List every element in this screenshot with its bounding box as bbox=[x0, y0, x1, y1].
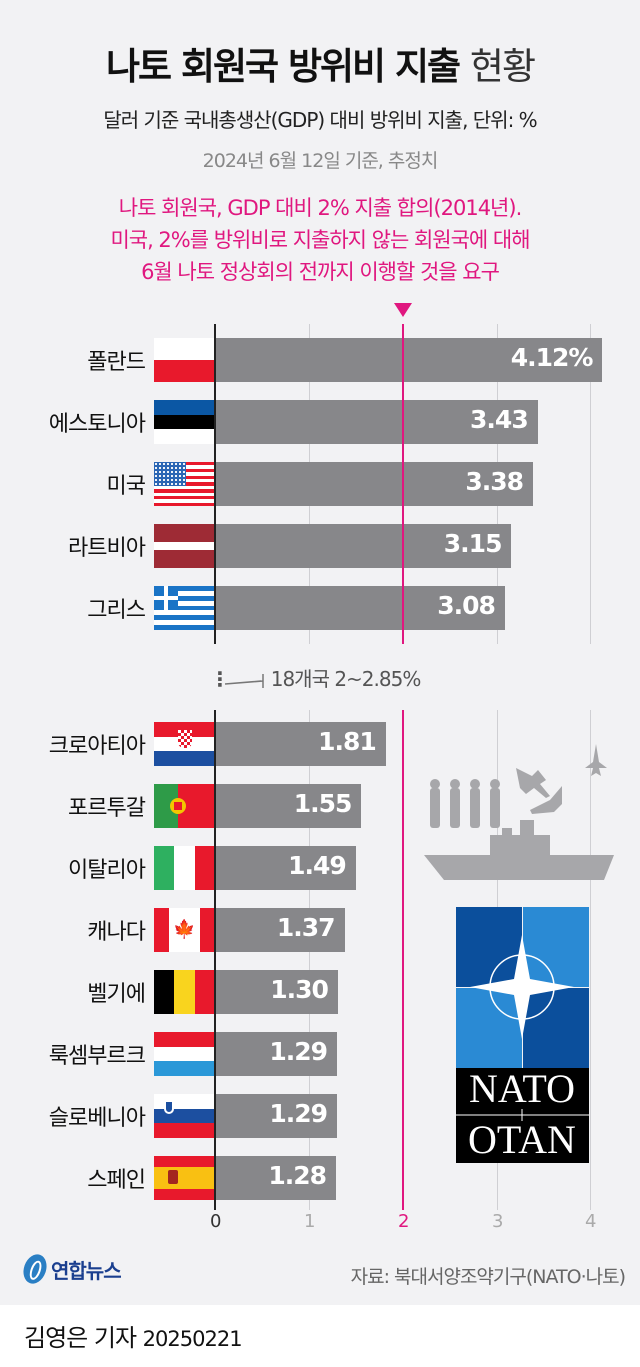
bar: 1.29 bbox=[216, 1032, 337, 1076]
country-label: 포르투갈 bbox=[68, 796, 146, 821]
bar-value: 1.81 bbox=[318, 727, 377, 756]
bar: 1.37 bbox=[216, 908, 345, 952]
flag-estonia-icon bbox=[154, 400, 215, 444]
table-row: 그리스 3.08 bbox=[0, 586, 640, 630]
tick-2: 2 bbox=[398, 1211, 410, 1232]
table-row: 에스토니아 3.43 bbox=[0, 400, 640, 444]
gridline-4 bbox=[590, 324, 591, 644]
axis-zero-line-lower bbox=[214, 710, 216, 1210]
bar-value: 3.38 bbox=[465, 467, 524, 496]
axis-zero-line bbox=[214, 324, 216, 644]
table-row: 포르투갈 1.55 bbox=[0, 784, 640, 828]
country-label: 라트비아 bbox=[68, 536, 146, 561]
table-row: 미국 3.38 bbox=[0, 462, 640, 506]
bar-value: 1.55 bbox=[293, 789, 353, 818]
flag-belgium-icon bbox=[154, 970, 215, 1014]
nato-logo: NATO OTAN bbox=[456, 907, 589, 1163]
gridline-1b bbox=[309, 710, 310, 1210]
table-row: 이탈리아 1.49 bbox=[0, 846, 640, 890]
target-marker-icon bbox=[394, 303, 412, 317]
date-note: 2024년 6월 12일 기준, 추정치 bbox=[202, 150, 439, 172]
subtitle: 달러 기준 국내총생산(GDP) 대비 방위비 지출, 단위: % bbox=[103, 108, 537, 132]
flag-portugal-icon bbox=[154, 784, 215, 828]
bracket-icon bbox=[225, 673, 265, 688]
country-label: 이탈리아 bbox=[68, 858, 146, 883]
country-label: 룩셈부르크 bbox=[48, 1044, 146, 1069]
bar: 1.30 bbox=[216, 970, 338, 1014]
flag-canada-icon: 🍁 bbox=[154, 908, 215, 952]
country-label: 에스토니아 bbox=[48, 412, 146, 437]
country-label: 그리스 bbox=[87, 598, 146, 623]
table-row: 스페인 1.28 bbox=[0, 1156, 640, 1200]
bar: 3.15 bbox=[216, 524, 512, 568]
tick-0: 0 bbox=[210, 1211, 222, 1232]
bar-value: 1.29 bbox=[269, 1037, 328, 1066]
flag-slovenia-icon bbox=[154, 1094, 215, 1138]
country-label: 크로아티아 bbox=[48, 734, 146, 759]
table-row: 캐나다 🍁 1.37 bbox=[0, 908, 640, 952]
target-line-2pct bbox=[402, 324, 404, 644]
flag-poland-icon bbox=[154, 338, 215, 382]
flag-greece-icon bbox=[154, 586, 215, 630]
bar: 1.28 bbox=[216, 1156, 337, 1200]
table-row: 라트비아 3.15 bbox=[0, 524, 640, 568]
source-note: 자료: 북대서양조약기구(NATO·나토) bbox=[350, 1266, 626, 1288]
bar-value: 1.28 bbox=[268, 1161, 327, 1190]
country-label: 슬로베니아 bbox=[48, 1106, 146, 1131]
svg-text:OTAN: OTAN bbox=[468, 1117, 576, 1162]
country-label: 캐나다 bbox=[87, 920, 146, 945]
flag-croatia-icon bbox=[154, 722, 215, 766]
yonhap-logo: 연합뉴스 bbox=[19, 1251, 122, 1287]
table-row: 벨기에 1.30 bbox=[0, 970, 640, 1014]
bar-value: 1.37 bbox=[276, 913, 336, 942]
gap-annotation: ⋮ 18개국 2~2.85% bbox=[210, 667, 421, 691]
bar: 3.38 bbox=[216, 462, 534, 506]
gridline-4b bbox=[590, 710, 591, 1210]
bar: 1.29 bbox=[216, 1094, 337, 1138]
flag-latvia-icon bbox=[154, 524, 215, 568]
bar: 1.55 bbox=[216, 784, 362, 828]
target-line-2pct-lower bbox=[402, 710, 404, 1210]
flag-spain-icon bbox=[154, 1156, 215, 1200]
tick-4: 4 bbox=[585, 1211, 597, 1232]
table-row: 크로아티아 1.81 bbox=[0, 722, 640, 766]
page-title: 나토 회원국 방위비 지출 현황 bbox=[105, 45, 536, 88]
table-row: 룩셈부르크 1.29 bbox=[0, 1032, 640, 1076]
table-row: 폴란드 4.12% bbox=[0, 338, 640, 382]
bar-value: 3.15 bbox=[443, 529, 503, 558]
bar: 1.81 bbox=[216, 722, 386, 766]
bar: 3.43 bbox=[216, 400, 538, 444]
bar-value: 1.30 bbox=[270, 975, 329, 1004]
bar-value: 3.08 bbox=[437, 591, 496, 620]
bar: 4.12% bbox=[216, 338, 603, 382]
tick-1: 1 bbox=[304, 1211, 316, 1232]
flag-italy-icon bbox=[154, 846, 215, 890]
byline: 김영은 기자 20250221 bbox=[24, 1324, 243, 1352]
table-row: 슬로베니아 1.29 bbox=[0, 1094, 640, 1138]
bar-value: 1.29 bbox=[269, 1099, 328, 1128]
country-label: 스페인 bbox=[87, 1168, 146, 1193]
country-label: 벨기에 bbox=[87, 982, 146, 1007]
bar-value: 1.49 bbox=[288, 851, 347, 880]
flag-usa-icon bbox=[154, 462, 215, 506]
flag-luxembourg-icon bbox=[154, 1032, 215, 1076]
yonhap-logo-icon bbox=[19, 1251, 51, 1287]
bar-value: 3.43 bbox=[470, 405, 529, 434]
country-label: 미국 bbox=[106, 474, 146, 499]
bar: 3.08 bbox=[216, 586, 505, 630]
military-silhouette-icon bbox=[424, 744, 614, 880]
tick-3: 3 bbox=[492, 1211, 504, 1232]
highlight-note: 나토 회원국, GDP 대비 2% 지출 합의(2014년). 미국, 2%를 … bbox=[110, 196, 530, 284]
bar: 1.49 bbox=[216, 846, 356, 890]
svg-text:NATO: NATO bbox=[469, 1066, 575, 1111]
bar-value: 4.12% bbox=[510, 343, 594, 372]
country-label: 폴란드 bbox=[87, 350, 146, 375]
